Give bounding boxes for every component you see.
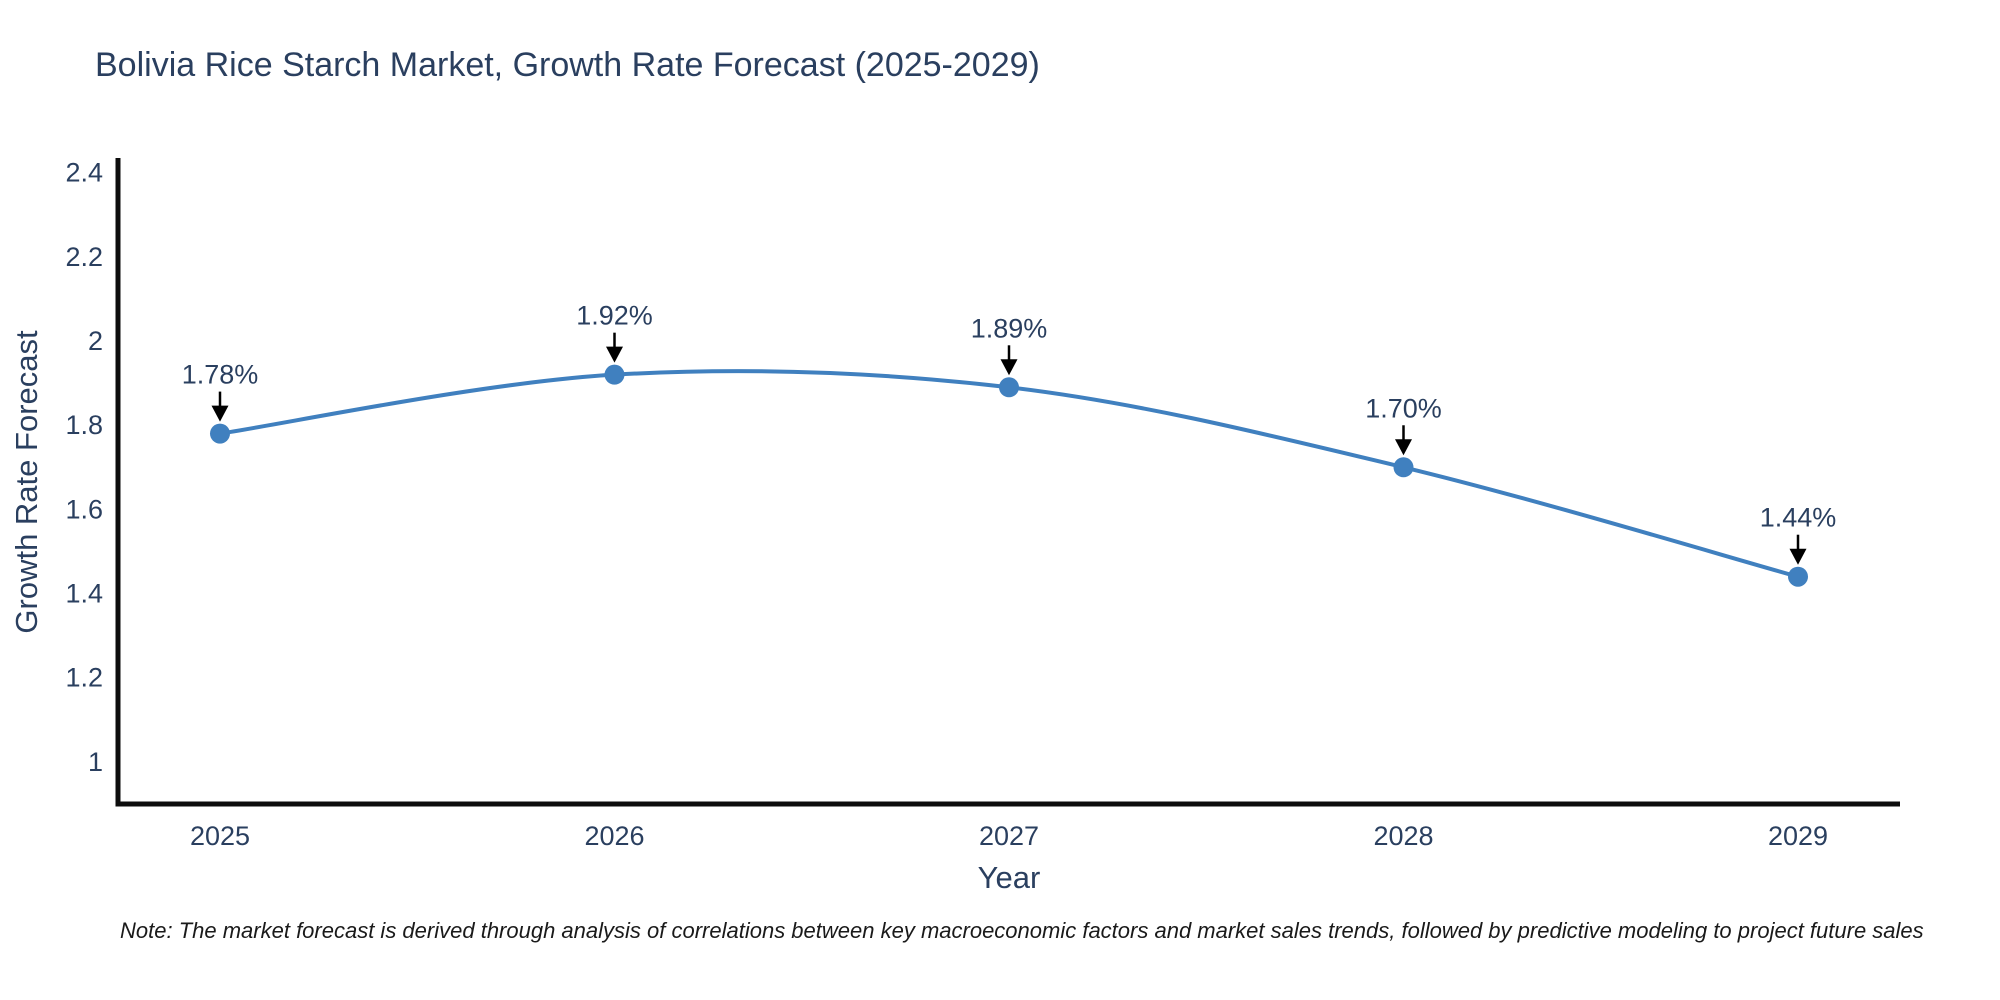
x-tick-label: 2028 (1373, 821, 1433, 851)
annotation-arrowhead-icon (606, 346, 623, 363)
x-tick-label: 2026 (584, 821, 644, 851)
y-tick-label: 1.4 (65, 579, 103, 609)
y-tick-label: 1.2 (65, 663, 103, 693)
x-tick-label: 2029 (1768, 821, 1828, 851)
y-tick-label: 1.6 (65, 494, 103, 524)
annotation-arrowhead-icon (211, 405, 229, 422)
annotation-arrowhead-icon (1000, 359, 1018, 376)
annotation-arrowhead-icon (1789, 548, 1807, 565)
chart-title: Bolivia Rice Starch Market, Growth Rate … (95, 46, 1040, 84)
y-tick-label: 2 (88, 326, 103, 356)
footnote: Note: The market forecast is derived thr… (120, 918, 1924, 943)
data-point-2029[interactable] (1788, 566, 1808, 587)
forecast-line (218, 369, 1800, 579)
annotation-value-label: 1.92% (576, 301, 653, 331)
x-tick-label: 2025 (190, 821, 250, 851)
y-tick-label: 2.4 (65, 158, 103, 188)
data-point-2025[interactable] (210, 423, 230, 444)
annotation-value-label: 1.44% (1760, 503, 1837, 533)
x-tick-label: 2027 (979, 821, 1039, 851)
annotation-arrowhead-icon (1395, 439, 1412, 456)
y-tick-label: 1.8 (65, 410, 103, 440)
y-tick-label: 2.2 (65, 242, 103, 272)
data-point-2028[interactable] (1393, 457, 1414, 478)
data-point-2026[interactable] (604, 364, 625, 385)
annotation-value-label: 1.70% (1365, 393, 1442, 423)
y-tick-label: 1 (88, 747, 103, 777)
annotation-value-label: 1.89% (971, 313, 1048, 343)
x-axis-title: Year (977, 860, 1041, 895)
annotation-value-label: 1.78% (182, 360, 259, 390)
data-point-2027[interactable] (999, 377, 1019, 398)
